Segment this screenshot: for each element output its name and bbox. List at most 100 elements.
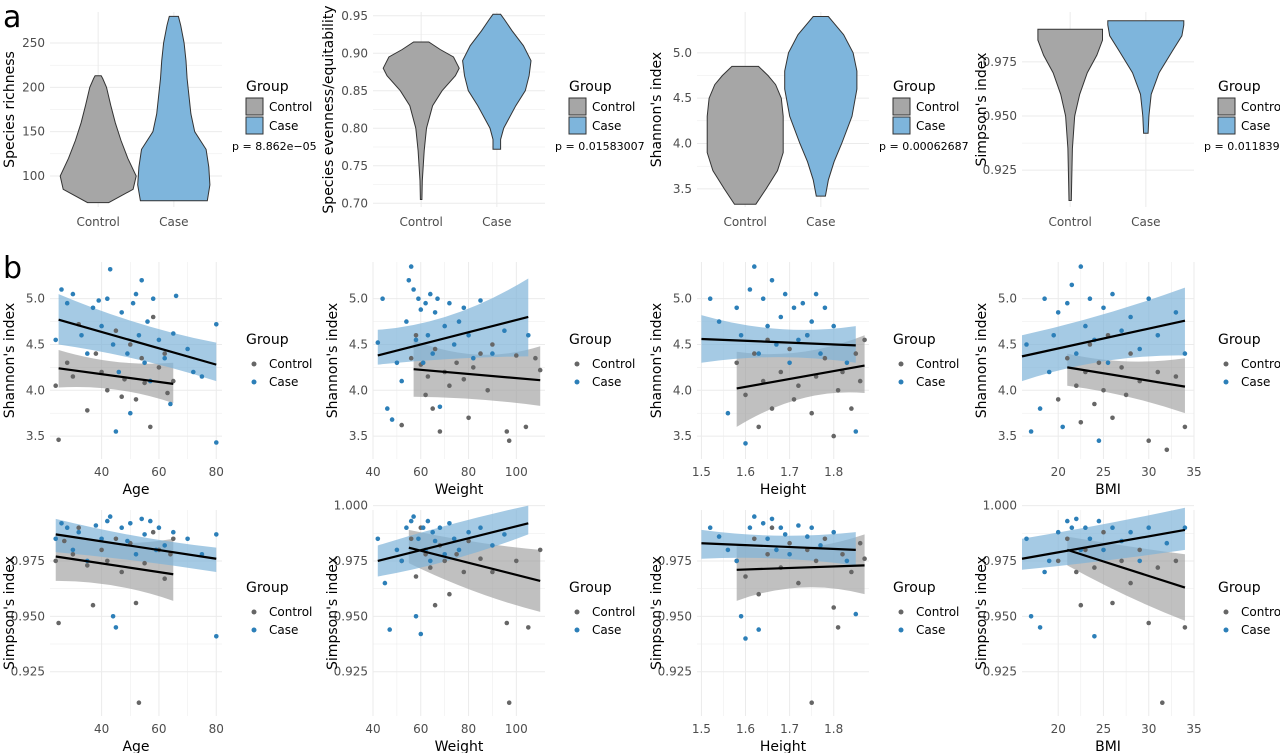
data-point [478,298,483,303]
data-point [1119,328,1124,334]
data-point [437,429,443,434]
y-tick-label: 4.5 [998,337,1017,351]
data-point [756,627,761,632]
legend-title: Group [893,580,936,596]
data-point [1110,600,1115,606]
data-point [504,620,510,626]
data-point [53,536,58,542]
data-point [1065,518,1070,524]
x-tick-label: Case [806,215,835,229]
legend-label: Control [269,357,312,371]
data-point [822,355,828,361]
fit-line-control [736,364,865,390]
data-point [425,518,431,524]
data-point [537,367,543,373]
x-tick-label: Control [1048,215,1091,229]
data-point [478,525,483,530]
data-point [139,355,144,361]
legend-title: Group [246,580,289,596]
data-point [128,342,133,347]
data-point [136,700,142,705]
data-point [747,287,753,292]
data-point [1173,310,1179,315]
data-point [454,360,459,366]
data-point [734,360,739,366]
data-point [64,360,70,366]
data-point [725,410,731,416]
data-point [1046,558,1052,564]
data-point [769,406,775,411]
data-point [432,310,438,315]
data-point [447,300,452,306]
data-point [1065,355,1070,361]
data-point [430,406,436,411]
fit-line-control [58,367,174,385]
x-tick-label: Control [76,215,119,229]
data-point [1028,429,1034,434]
x-tick-label: 1.8 [824,722,843,736]
y-axis-label: Shannon's index [649,52,665,167]
data-point [437,404,443,410]
fit-line-control [55,555,174,576]
legend-label: Case [916,623,945,637]
data-point [119,394,124,400]
legend-title: Group [569,580,612,596]
data-point [1101,305,1106,311]
legend-label: Case [1241,623,1270,637]
data-point [1137,346,1142,352]
data-point [818,543,823,548]
data-point [707,525,713,530]
data-point [394,360,400,366]
data-point [809,525,814,530]
data-point [526,333,531,338]
data-point [1173,374,1179,379]
data-point [756,351,761,356]
legend-label: Control [1241,100,1280,114]
data-point [725,547,731,553]
data-point [800,300,806,306]
data-point [778,369,784,375]
data-point [514,558,519,564]
data-point [1092,401,1097,407]
data-point [375,340,381,345]
data-point [485,388,491,393]
legend-label: Control [592,357,635,371]
data-point [752,264,757,269]
panel-label-b: b [3,251,22,286]
data-point [425,333,431,338]
y-axis-label: Simpson's index [2,556,18,670]
data-point [96,298,101,303]
data-point [420,525,426,530]
data-point [1046,369,1052,375]
data-point [145,319,150,324]
points-control [53,314,176,443]
data-point [490,351,495,356]
data-point [813,291,819,297]
data-point [782,291,788,297]
data-point [423,300,428,306]
data-point [506,438,512,444]
data-point [430,351,436,356]
y-tick-label: 0.950 [11,609,45,623]
data-point [1173,558,1179,564]
y-tick-label: 100 [22,169,45,183]
data-point [1101,547,1106,553]
data-point [70,374,76,379]
data-point [1024,342,1029,347]
data-point [173,293,179,299]
data-point [857,540,863,546]
legend-key-control [1217,97,1236,116]
data-point [85,408,90,413]
data-point [99,323,104,329]
data-point [1042,569,1047,575]
data-point [430,529,436,535]
fit-line-case [377,315,529,357]
y-axis-label: Simpson's index [325,556,341,670]
data-point [787,552,792,557]
y-tick-label: 0.975 [983,55,1017,69]
data-point [822,305,828,311]
y-tick-label: 0.925 [11,665,45,679]
data-point [148,518,153,524]
points-case [707,514,859,641]
